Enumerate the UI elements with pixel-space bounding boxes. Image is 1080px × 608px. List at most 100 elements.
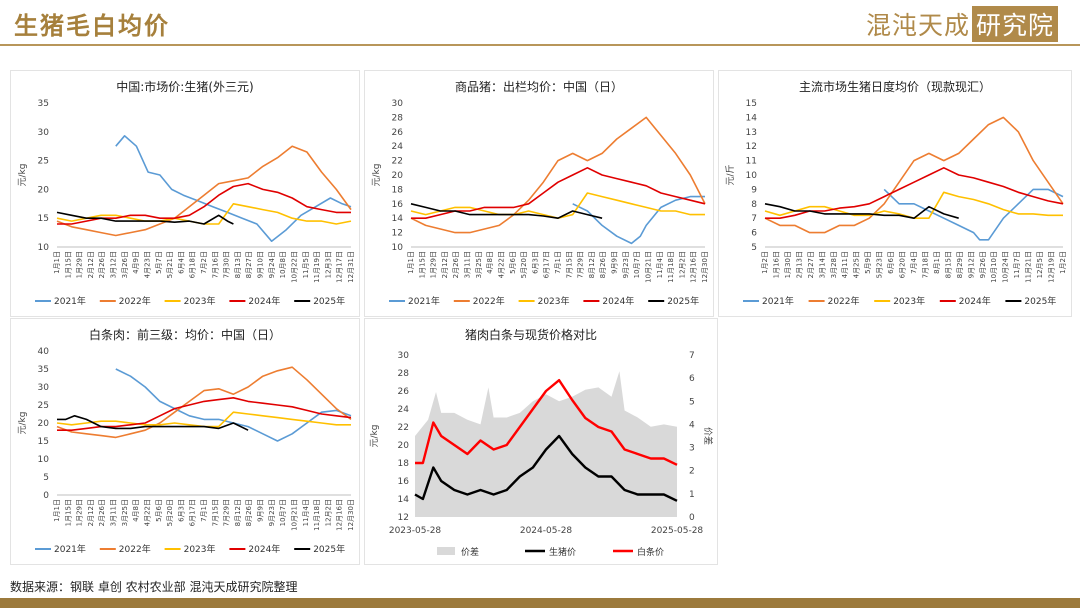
y-tick-label: 20 bbox=[38, 419, 50, 429]
y-tick-label: 25 bbox=[38, 401, 49, 411]
x-tick-label: 2月26日 bbox=[452, 251, 460, 278]
x-tick-label: 6月17日 bbox=[189, 499, 197, 526]
x-tick-label: 7月29日 bbox=[223, 499, 231, 526]
x-tick-label: 9月9日 bbox=[611, 251, 619, 274]
x-tick-label: 5月21日 bbox=[166, 251, 174, 278]
x-tick-label: 4月8日 bbox=[486, 251, 494, 274]
data-source: 数据来源：钢联 卓创 农村农业部 混沌天成研究院整理 bbox=[10, 580, 298, 594]
y-tick-label: 8 bbox=[751, 200, 757, 210]
legend-spread-label: 价差 bbox=[461, 546, 479, 558]
y-tick-label: 28 bbox=[392, 113, 404, 123]
legend-label-2024: 2024年 bbox=[248, 295, 280, 307]
x-tick-label: 3月25日 bbox=[475, 251, 483, 278]
legend-label-2021: 2021年 bbox=[54, 543, 86, 555]
x-tick-label: 12月2日 bbox=[678, 251, 686, 278]
x-tick-label: 10月10日 bbox=[990, 251, 998, 283]
x-tick-label: 5月6日 bbox=[509, 251, 517, 274]
x-tick-label: 9月12日 bbox=[967, 251, 975, 278]
x-tick-label: 3月14日 bbox=[818, 251, 826, 278]
y-tick-label: 24 bbox=[392, 142, 404, 152]
chart-panel-2: 商品猪：出栏均价：中国（日） 元/kg 10 12 14 16 18 20 22 24 26 28 30… bbox=[364, 70, 714, 317]
x-tick-label: 4月22日 bbox=[497, 251, 505, 278]
y2-tick-label: 0 bbox=[689, 513, 695, 523]
series-line-2021 bbox=[572, 195, 705, 245]
legend-label-2024: 2024年 bbox=[959, 295, 991, 307]
x-tick-label: 11月19日 bbox=[313, 251, 321, 283]
series-line-2025 bbox=[764, 203, 959, 219]
x-tick-label: 1月15日 bbox=[418, 251, 426, 278]
x-tick-label: 10月7日 bbox=[279, 499, 287, 526]
x-tick-label: 6月3日 bbox=[177, 499, 185, 522]
x-tick-label: 4月22日 bbox=[143, 499, 151, 526]
x-tick-label: 6月20日 bbox=[899, 251, 907, 278]
x-tick-label: 2月12日 bbox=[87, 499, 95, 526]
y2-tick-label: 5 bbox=[689, 397, 695, 407]
x-tick-label: 4月25日 bbox=[853, 251, 861, 278]
y-tick-label: 10 bbox=[392, 243, 404, 253]
footer-bar bbox=[0, 598, 1080, 608]
series-line-2024 bbox=[57, 397, 352, 431]
x-tick-label: 8月27日 bbox=[245, 251, 253, 278]
x-tick-label: 10月24日 bbox=[1002, 251, 1010, 283]
series-line-2024 bbox=[765, 167, 1064, 219]
x-tick-label: 1月16日 bbox=[772, 251, 780, 278]
series-line-2022 bbox=[410, 116, 706, 234]
x-tick-label: 2025-05-28 bbox=[651, 526, 704, 536]
x-tick-label: 8月29日 bbox=[956, 251, 964, 278]
x-tick-label: 2月27日 bbox=[807, 251, 815, 278]
series-line-2025 bbox=[57, 415, 249, 431]
y2-tick-label: 6 bbox=[689, 374, 695, 384]
y-axis-label: 元/kg bbox=[18, 164, 28, 187]
y2-tick-label: 1 bbox=[689, 490, 695, 500]
y-tick-label: 30 bbox=[398, 351, 410, 361]
series-line-2025 bbox=[56, 211, 234, 225]
y-tick-label: 25 bbox=[38, 157, 49, 167]
y2-axis-label: 价差 bbox=[702, 427, 714, 445]
y-tick-label: 30 bbox=[38, 383, 50, 393]
y-tick-label: 10 bbox=[746, 171, 758, 181]
x-tick-label: 7月15日 bbox=[211, 499, 219, 526]
x-tick-label: 1月29日 bbox=[76, 499, 84, 526]
chart-svg-3: 主流市场生猪日度均价（现款现汇） 元/斤 5 6 7 8 9 10 11 12 13 14 15 1月2日… bbox=[725, 79, 1067, 307]
x-tick-label: 12月30日 bbox=[701, 251, 709, 283]
x-tick-label: 12月30日 bbox=[347, 499, 355, 531]
logo-text: 混沌天成 bbox=[865, 11, 970, 40]
series-line-2021 bbox=[115, 135, 352, 242]
y-tick-label: 20 bbox=[392, 171, 404, 181]
legend-label-2023: 2023年 bbox=[184, 543, 216, 555]
y-tick-label: 18 bbox=[398, 459, 410, 469]
legend-label-2025: 2025年 bbox=[313, 295, 345, 307]
y-tick-label: 12 bbox=[398, 513, 409, 523]
x-tick-label: 2023-05-28 bbox=[389, 526, 442, 536]
legend-label-2023: 2023年 bbox=[184, 295, 216, 307]
y-tick-label: 9 bbox=[751, 185, 757, 195]
legend-label-2023: 2023年 bbox=[893, 295, 925, 307]
chart-title: 白条肉：前三级：均价：中国（日） bbox=[89, 327, 281, 342]
y-tick-label: 14 bbox=[746, 113, 758, 123]
x-tick-label: 11月5日 bbox=[302, 251, 310, 278]
x-tick-label: 7月4日 bbox=[910, 251, 918, 274]
x-tick-label: 7月18日 bbox=[921, 251, 929, 278]
x-tick-label: 4月9日 bbox=[132, 251, 140, 274]
x-tick-label: 1月15日 bbox=[64, 499, 72, 526]
y-tick-label: 13 bbox=[746, 128, 757, 138]
x-tick-label: 9月9日 bbox=[257, 499, 265, 522]
x-tick-label: 8月15日 bbox=[944, 251, 952, 278]
legend-label-2022: 2022年 bbox=[119, 543, 151, 555]
y-tick-label: 11 bbox=[746, 157, 757, 167]
x-tick-label: 12月2日 bbox=[324, 499, 332, 526]
legend-live-label: 生猪价 bbox=[549, 546, 576, 558]
x-tick-label: 7月29日 bbox=[577, 251, 585, 278]
x-tick-label: 8月12日 bbox=[588, 251, 596, 278]
x-tick-label: 10月22日 bbox=[290, 251, 298, 283]
legend-label-2021: 2021年 bbox=[762, 295, 794, 307]
x-tick-label: 5月23日 bbox=[876, 251, 884, 278]
y-tick-label: 14 bbox=[398, 495, 410, 505]
x-tick-label: 1月15日 bbox=[64, 251, 72, 278]
x-tick-label: 7月1日 bbox=[554, 251, 562, 274]
x-tick-label: 12月16日 bbox=[336, 499, 344, 531]
y-tick-label: 5 bbox=[751, 243, 757, 253]
y-tick-label: 12 bbox=[746, 142, 757, 152]
x-tick-label: 1月2日 bbox=[761, 251, 769, 274]
